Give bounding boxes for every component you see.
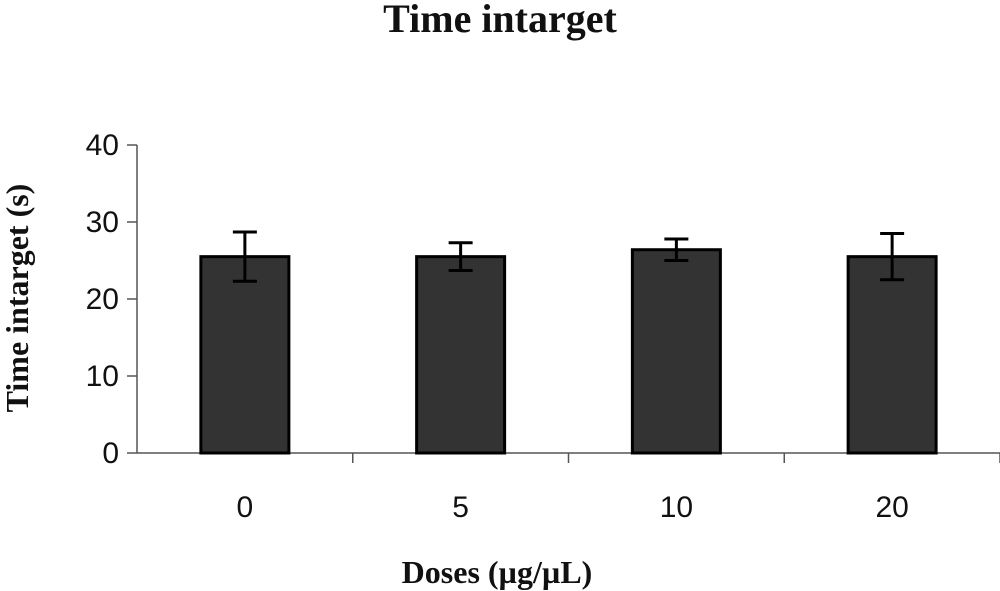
y-axis-label: Time intarget (s) <box>0 184 35 413</box>
y-tick-label: 20 <box>86 283 119 316</box>
y-tick-label: 40 <box>86 129 119 162</box>
x-tick-label: 20 <box>875 491 908 524</box>
x-axis-label: Doses (µg/µL) <box>402 554 593 590</box>
x-tick-label: 10 <box>660 491 693 524</box>
bar-5 <box>415 255 507 455</box>
bars-group <box>199 248 938 455</box>
x-tick-labels: 0 5 10 20 <box>237 491 909 524</box>
x-tick-label: 5 <box>452 491 469 524</box>
y-tick-label: 30 <box>86 206 119 239</box>
error-bar-5 <box>448 241 473 273</box>
error-bar-0 <box>232 230 257 283</box>
bar-10 <box>630 248 722 455</box>
error-bar-20 <box>880 232 905 282</box>
error-bars-group <box>232 230 905 283</box>
y-axis <box>127 144 138 454</box>
y-tick-label: 10 <box>86 360 119 393</box>
error-bar-10 <box>664 237 689 262</box>
y-tick-label: 0 <box>102 437 119 470</box>
bar-20 <box>846 255 938 455</box>
y-tick-labels: 0 10 20 30 40 <box>86 129 119 470</box>
x-tick-label: 0 <box>237 491 254 524</box>
bar-0 <box>199 255 291 455</box>
chart-title: Time intarget <box>383 0 617 41</box>
